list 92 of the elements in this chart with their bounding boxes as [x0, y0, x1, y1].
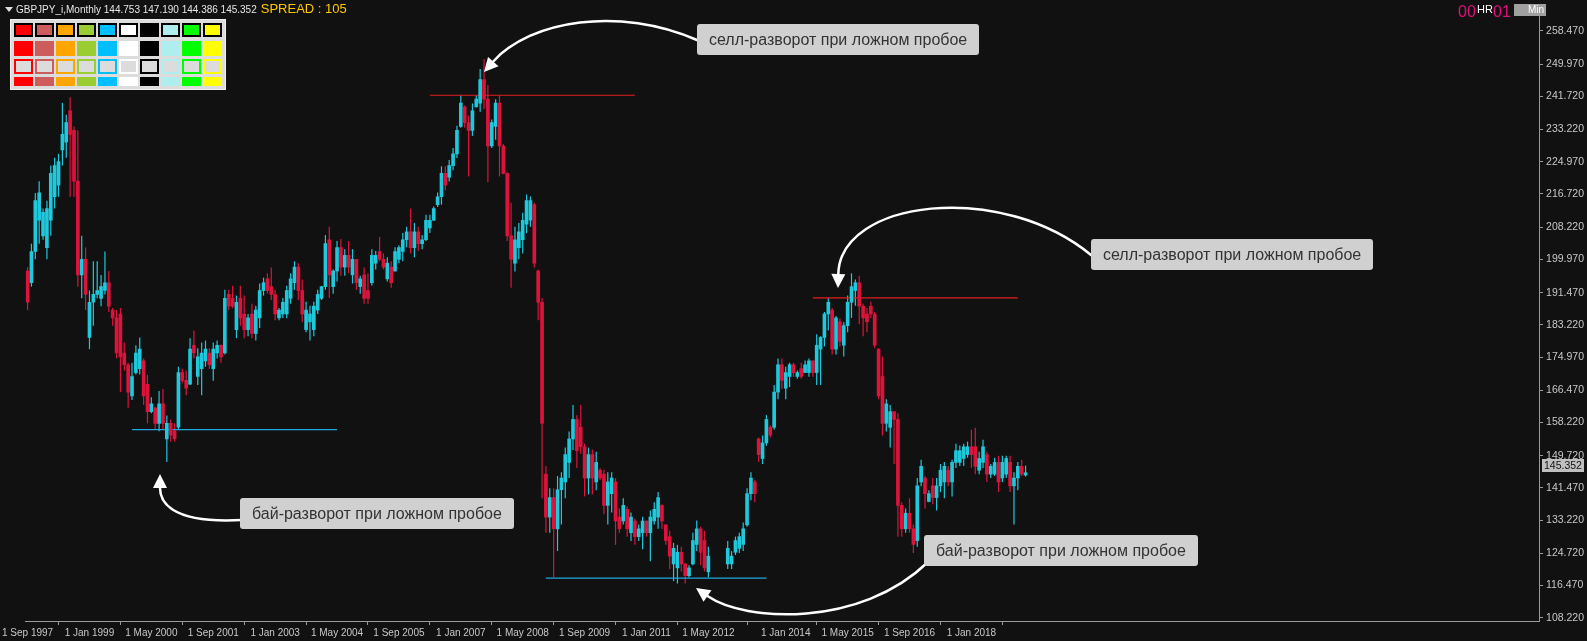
candlestick [342, 248, 347, 277]
candlestick [807, 357, 811, 378]
y-tick-label: 208.220 [1546, 220, 1585, 233]
candlestick [679, 546, 684, 572]
candlestick [656, 491, 660, 530]
y-tick-label: 183.220 [1546, 317, 1585, 330]
y-tick-label: 166.470 [1546, 383, 1585, 396]
annotation: Min [1514, 4, 1546, 16]
candlestick [137, 336, 142, 376]
candlestick [385, 256, 390, 283]
x-tick-label: 1 Jan 2003 [250, 626, 301, 638]
annotation: бай-разворот при ложном пробое [924, 535, 1198, 566]
annotation: селл-разворот при ложном пробое [1091, 239, 1374, 270]
y-tick-label: 133.220 [1546, 513, 1585, 526]
x-tick-label: 1 Sep 2005 [373, 626, 425, 638]
chart-title: GBPJPY_i,Monthly 144.753 147.190 144.386 145.352 [16, 4, 257, 15]
candlestick [946, 465, 951, 487]
candlestick [629, 511, 633, 542]
annotation: 01 [1493, 3, 1511, 21]
candlestick [884, 398, 889, 433]
y-tick-label: 224.970 [1546, 154, 1585, 167]
y-tick-label: 108.220 [1546, 610, 1585, 623]
candlestick [973, 427, 978, 475]
candlestick [725, 540, 730, 570]
y-tick-label: 174.970 [1546, 349, 1585, 362]
text: 145.352 [1542, 459, 1584, 472]
y-tick-label: 233.220 [1546, 122, 1585, 135]
y-tick-label: 199.970 [1546, 252, 1585, 265]
candlestick [957, 445, 962, 467]
candlestick [157, 390, 161, 432]
candlestick [621, 497, 626, 526]
x-tick-label: 1 Sep 2001 [187, 626, 240, 638]
candlestick [79, 235, 84, 299]
candlestick [308, 305, 312, 342]
annotation: 00 [1458, 3, 1476, 21]
x-tick-label: 1 Jan 2011 [622, 626, 672, 638]
x-tick-label: 1 May 2004 [310, 626, 364, 638]
x-tick-label: 1 May 2015 [821, 626, 875, 638]
y-tick-label: 124.720 [1546, 546, 1585, 559]
candlestick [226, 289, 231, 311]
candlestick [737, 532, 742, 554]
y-tick-label: 141.470 [1546, 480, 1585, 493]
candlestick [339, 238, 343, 277]
candlestick [168, 418, 173, 443]
x-tick-label: 1 Jan 2014 [761, 626, 811, 638]
annotation: селл-разворот при ложном пробое [697, 24, 980, 55]
y-tick-label: 216.720 [1546, 186, 1585, 199]
candlestick [609, 471, 614, 514]
y-tick-label: 149.720 [1546, 448, 1585, 461]
annotation: бай-разворот при ложном пробое [240, 498, 514, 529]
candlestick [246, 313, 250, 337]
y-tick-label: 191.470 [1546, 285, 1585, 298]
candlestick [985, 451, 989, 483]
x-tick-label: 1 Sep 1997 [1, 626, 54, 638]
x-tick-label: 1 Jan 1999 [64, 626, 115, 638]
y-tick-label: 241.720 [1546, 89, 1585, 102]
candlestick [547, 487, 552, 534]
y-tick-label: 116.470 [1546, 578, 1584, 591]
candlestick [192, 329, 196, 360]
chart-subtitle: SPREAD : 105 [260, 1, 347, 16]
x-tick-label: 1 Sep 2009 [559, 626, 611, 638]
candlestick [165, 414, 169, 463]
candlestick [153, 406, 158, 431]
candlestick [752, 479, 757, 503]
y-tick-label: 249.970 [1546, 56, 1585, 69]
x-tick-label: 1 May 2008 [496, 626, 550, 638]
candlestick [838, 317, 842, 347]
candlestick [416, 226, 421, 252]
annotation: HR [1477, 3, 1493, 15]
candlestick [238, 285, 243, 327]
candlestick [389, 260, 394, 289]
y-tick-label: 258.470 [1546, 23, 1585, 36]
candlestick [366, 272, 370, 305]
candlestick [625, 505, 629, 538]
candlestick [393, 246, 397, 272]
x-tick-label: 1 Sep 2016 [883, 626, 936, 638]
candlestick [250, 303, 254, 339]
candlestick [184, 370, 189, 396]
candlestick [961, 443, 966, 467]
candlestick [161, 388, 165, 431]
candlestick [923, 475, 927, 510]
candlestick [783, 366, 788, 400]
candlestick [633, 518, 637, 546]
x-tick-label: 1 Jan 2007 [436, 626, 486, 638]
x-tick-label: 1 Jan 2018 [946, 626, 997, 638]
candlestick [1004, 455, 1009, 479]
candlestick [780, 357, 784, 390]
x-tick-label: 1 May 2012 [682, 626, 735, 638]
x-tick-label: 1 May 2000 [125, 626, 178, 638]
candlestick [219, 343, 223, 364]
y-tick-label: 158.220 [1546, 415, 1585, 428]
candlestick [211, 341, 216, 382]
